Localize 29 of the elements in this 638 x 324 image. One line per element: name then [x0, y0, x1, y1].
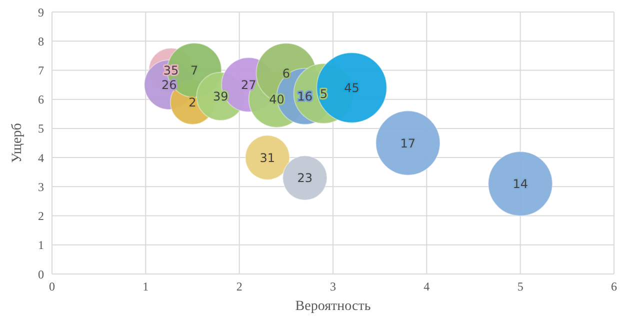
series-label: 5 [320, 86, 328, 101]
series-label: 40 [269, 92, 284, 107]
y-tick-label: 5 [38, 122, 44, 136]
series-label: 2 [188, 96, 196, 110]
y-tick-label: 2 [38, 209, 44, 224]
y-tick-label: 3 [38, 180, 44, 194]
series-label: 45 [344, 80, 360, 95]
y-tick-label: 7 [38, 63, 44, 78]
y-tick-label: 6 [38, 92, 44, 107]
series-label: 7 [190, 63, 198, 78]
x-axis-title: Вероятность [295, 299, 371, 314]
x-tick-label: 6 [611, 280, 617, 294]
x-tick-label: 5 [517, 280, 524, 294]
x-tick-label: 3 [330, 280, 336, 294]
y-tick-label: 4 [38, 150, 44, 165]
series-label: 31 [260, 150, 276, 165]
y-tick-label: 8 [38, 34, 44, 48]
series-label: 23 [297, 171, 313, 186]
x-tick-label: 0 [49, 280, 55, 294]
x-tick-label: 2 [236, 280, 242, 294]
series-label: 16 [297, 90, 313, 104]
series-label: 14 [512, 177, 528, 192]
y-axis-title: Ущерб [10, 123, 25, 163]
y-tick-label: 1 [38, 238, 44, 252]
y-tick-label: 9 [38, 5, 44, 20]
x-tick-label: 4 [424, 280, 430, 294]
x-tick-label: 1 [142, 280, 149, 294]
series-label: 17 [400, 136, 416, 150]
y-tick-label: 0 [38, 267, 44, 282]
